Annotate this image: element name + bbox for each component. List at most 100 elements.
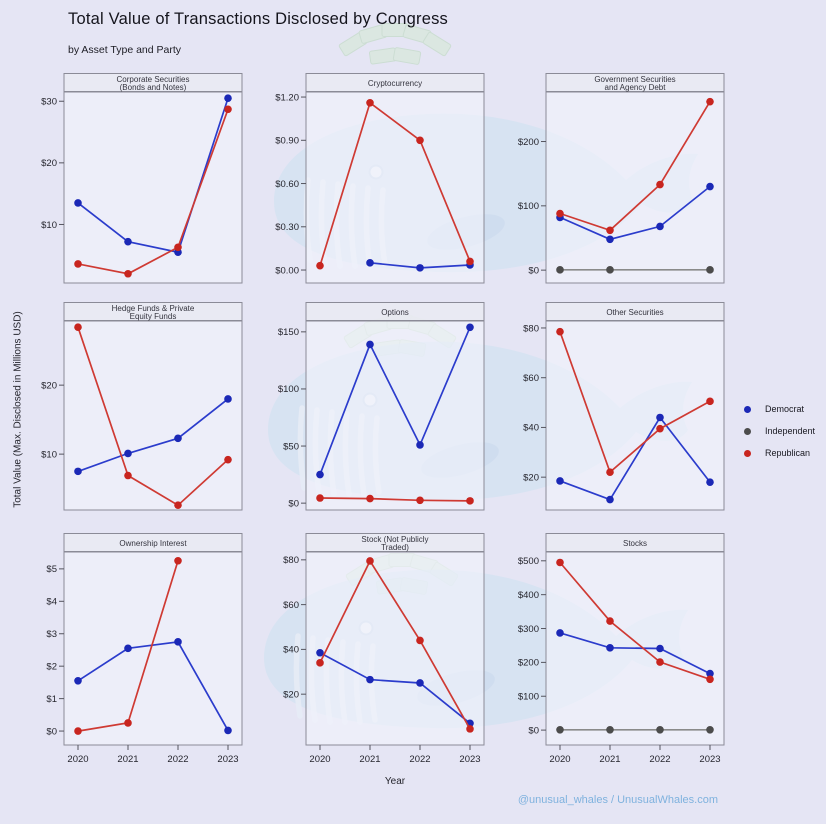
series-line-republican	[77, 109, 229, 275]
y-axis-label: Total Value (Max. Disclosed in Millions …	[12, 311, 24, 508]
panel-title: Stock (Not Publicly	[361, 535, 428, 544]
data-point-republican	[556, 209, 564, 218]
y-tick-label: $80	[283, 555, 299, 566]
y-tick-label: $40	[523, 423, 539, 434]
data-point-republican	[74, 323, 82, 332]
y-tick-label: $5	[46, 564, 57, 575]
x-tick-label: 2023	[699, 754, 720, 765]
credit-link[interactable]: @unusual_whales / UnusualWhales.com	[517, 794, 718, 806]
data-point-republican	[556, 327, 564, 336]
panel-title-line2: (Bonds and Notes)	[120, 83, 187, 92]
page-title: Total Value of Transactions Disclosed by…	[68, 10, 449, 28]
panel-title: Corporate Securities	[117, 75, 190, 84]
facet-panel-stocks: Stocks $0 $100 $200 $300 $400 $500 2020 2021 2022…	[518, 533, 725, 765]
data-point-democrat	[416, 679, 424, 687]
facet-panel-options: Options $0 $50 $100 $150	[278, 302, 485, 511]
data-point-democrat	[416, 264, 424, 272]
legend-item-democrat: Democrat	[744, 398, 815, 420]
data-point-democrat	[706, 669, 714, 678]
x-tick-label: 2020	[549, 754, 570, 765]
data-point-republican	[366, 557, 374, 565]
data-point-independent	[606, 266, 614, 274]
y-tick-label: $0.90	[275, 136, 299, 147]
data-point-republican	[366, 99, 374, 107]
y-tick-label: $500	[518, 556, 539, 567]
x-tick-label: 2021	[117, 754, 138, 765]
data-point-independent	[556, 266, 564, 274]
data-point-republican	[656, 180, 664, 189]
facet-panel-cryptocurrency: Cryptocurrency $0.00 $0.30 $0.60 $0.90 $1.20	[275, 73, 485, 284]
x-tick-label: 2021	[599, 754, 620, 765]
data-point-democrat	[556, 477, 564, 485]
y-tick-label: $3	[46, 629, 57, 640]
data-point-republican	[416, 136, 424, 145]
data-point-democrat	[74, 199, 82, 207]
x-axis-label: Year	[384, 776, 406, 787]
data-point-republican	[124, 719, 132, 727]
y-tick-label: $1	[46, 694, 57, 705]
data-point-democrat	[316, 648, 324, 657]
data-point-independent	[606, 725, 614, 734]
plot-area	[305, 551, 485, 746]
y-tick-label: $0.00	[275, 265, 299, 276]
independent-dot-icon	[744, 427, 751, 435]
data-point-republican	[606, 468, 614, 476]
data-point-republican	[316, 494, 324, 502]
panel-title-line2: Equity Funds	[130, 312, 177, 321]
panel-title: Cryptocurrency	[368, 79, 422, 88]
x-tick-label: 2021	[359, 754, 380, 765]
panel-title-line2: and Agency Debt	[605, 83, 667, 92]
x-tick-label: 2022	[649, 754, 670, 765]
data-point-republican	[466, 497, 474, 505]
series-line-democrat	[77, 398, 229, 473]
y-tick-label: $400	[518, 590, 539, 601]
data-point-democrat	[656, 644, 664, 653]
plot-area	[63, 320, 243, 511]
data-point-democrat	[174, 638, 182, 646]
legend-item-independent: Independent	[744, 420, 815, 442]
data-point-independent	[706, 725, 714, 734]
data-point-democrat	[706, 182, 714, 191]
data-point-democrat	[466, 323, 474, 332]
y-tick-label: $0	[528, 265, 539, 276]
plot-area	[63, 91, 243, 284]
plot-area	[305, 320, 485, 511]
facet-panel-corporate-securities: Corporate Securities(Bonds and Notes) $10…	[41, 73, 243, 284]
data-point-republican	[706, 97, 714, 106]
y-tick-label: $20	[41, 158, 57, 169]
y-tick-label: $60	[283, 600, 299, 611]
data-point-democrat	[366, 340, 374, 349]
data-point-republican	[174, 501, 182, 509]
y-tick-label: $20	[41, 380, 57, 391]
data-point-republican	[606, 226, 614, 235]
data-point-republican	[706, 397, 714, 406]
y-tick-label: $200	[518, 658, 539, 669]
data-point-democrat	[316, 470, 324, 479]
panel-title: Ownership Interest	[119, 539, 187, 548]
y-tick-label: $10	[41, 220, 57, 231]
data-point-independent	[706, 266, 714, 274]
panel-title: Government Securities	[594, 75, 675, 84]
x-tick-label: 2023	[217, 754, 238, 765]
data-point-independent	[656, 725, 664, 734]
data-point-democrat	[416, 441, 424, 449]
facet-panel-other-securities: Other Securities $20 $40 $60 $80	[523, 302, 725, 511]
y-tick-label: $100	[518, 201, 539, 212]
data-point-republican	[174, 556, 182, 565]
y-tick-label: $20	[283, 689, 299, 700]
y-tick-label: $1.20	[275, 92, 299, 103]
data-point-democrat	[124, 449, 132, 458]
panel-title-line2: Traded)	[381, 543, 409, 552]
y-tick-label: $200	[518, 137, 539, 148]
data-point-republican	[466, 257, 474, 266]
y-tick-label: $20	[523, 472, 539, 483]
legend-label: Democrat	[765, 404, 805, 414]
data-point-republican	[316, 659, 324, 667]
y-tick-label: $80	[523, 323, 539, 334]
data-point-democrat	[366, 675, 374, 684]
data-point-republican	[74, 260, 82, 268]
panel-title: Hedge Funds & Private	[112, 304, 195, 313]
